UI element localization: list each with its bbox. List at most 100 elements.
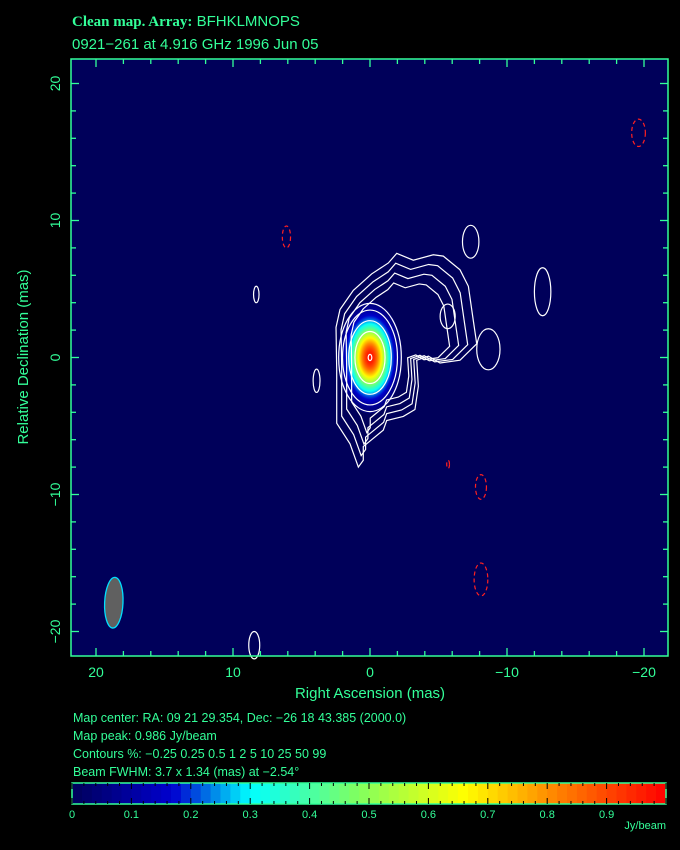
colorbar-segment [418, 783, 429, 804]
x-tick-label: 10 [225, 664, 241, 680]
colorbar-segment [576, 783, 588, 804]
positive-contour [476, 328, 501, 371]
colorbar-segment [141, 783, 152, 804]
core-contour [354, 330, 386, 385]
colorbar: 0 0.1 0.2 0.3 0.4 0.5 0.6 0.7 0.8 0.9 Jy/beam [69, 782, 667, 832]
colorbar-segment [349, 783, 360, 804]
colorbar-segment [586, 783, 598, 804]
colorbar-tick-label: 0 [69, 809, 75, 821]
y-tick-label: −20 [47, 619, 63, 643]
x-tick-label: −20 [632, 664, 656, 680]
x-tick-label: 0 [366, 664, 374, 680]
core-contour [348, 320, 392, 395]
colorbar-segment [240, 783, 251, 804]
colorbar-segment [270, 783, 281, 804]
colorbar-segment [438, 783, 449, 804]
y-tick-label: −10 [47, 482, 63, 506]
beam-ellipse [103, 576, 124, 629]
colorbar-segment [636, 783, 647, 804]
colorbar-segment [428, 783, 439, 804]
extended-contour [335, 252, 478, 469]
axis-ticks: 20 10 0 −10 −20 20 10 0 −10 −20 [47, 59, 668, 680]
colorbar-segment [81, 783, 93, 804]
colorbar-segment [477, 783, 489, 804]
colorbar-segment [596, 783, 608, 804]
colorbar-segment [319, 783, 330, 804]
colorbar-tick-label: 0.5 [361, 809, 376, 821]
colorbar-tick-label: 0.8 [540, 809, 555, 821]
negative-contour [473, 562, 489, 597]
contour-layer [248, 118, 646, 660]
colorbar-segment [151, 783, 162, 804]
colorbar-segment [91, 783, 103, 804]
colorbar-segment [131, 783, 142, 804]
colorbar-segment [190, 783, 202, 804]
colorbar-segment [111, 783, 123, 804]
x-tick-label: −10 [495, 664, 519, 680]
core-contour [338, 302, 402, 413]
extended-contour [345, 272, 460, 446]
colorbar-segment [468, 783, 479, 804]
colorbar-tick-label: 0.6 [421, 809, 436, 821]
positive-contour [248, 630, 261, 660]
colorbar-tick-label: 0.7 [480, 809, 495, 821]
colorbar-segment [339, 783, 350, 804]
colorbar-segment [200, 783, 212, 804]
colorbar-unit: Jy/beam [624, 820, 666, 832]
colorbar-segment [369, 783, 380, 804]
colorbar-segment [210, 783, 222, 804]
colorbar-segment [220, 783, 231, 804]
beam-layer [103, 576, 124, 629]
info-contours: Contours %: −0.25 0.25 0.5 1 2 5 10 25 5… [73, 747, 326, 761]
extended-contour [350, 282, 451, 434]
colorbar-segment [517, 783, 528, 804]
colorbar-segment [547, 783, 558, 804]
colorbar-tick-label: 0.9 [599, 809, 614, 821]
y-tick-label: 0 [47, 353, 63, 361]
colorbar-segment [527, 783, 538, 804]
colorbar-segment [448, 783, 459, 804]
colorbar-segment [626, 783, 637, 804]
colorbar-segment [299, 783, 311, 804]
colorbar-segment [279, 783, 291, 804]
positive-contour [533, 267, 552, 317]
colorbar-segment [388, 783, 400, 804]
colorbar-segment [497, 783, 509, 804]
colorbar-segment [378, 783, 390, 804]
colorbar-segment [606, 783, 618, 804]
colorbar-tick-label: 0.2 [183, 809, 198, 821]
colorbar-tick-label: 0.4 [302, 809, 317, 821]
y-tick-label: 10 [47, 213, 63, 229]
colorbar-segment [656, 783, 667, 804]
colorbar-segment [458, 783, 469, 804]
colorbar-segment [230, 783, 241, 804]
colorbar-segment [567, 783, 578, 804]
positive-contour [439, 303, 456, 330]
positive-contour [461, 224, 480, 259]
colorbar-segment [537, 783, 548, 804]
positive-contour [312, 368, 321, 394]
extended-contour [340, 262, 469, 457]
colorbar-tick-label: 0.1 [124, 809, 139, 821]
title-array: BFHKLMNOPS [197, 13, 300, 30]
negative-contour [446, 459, 451, 470]
y-tick-label: 20 [47, 76, 63, 92]
info-beam: Beam FWHM: 3.7 x 1.34 (mas) at −2.54° [73, 765, 299, 779]
colorbar-segment [616, 783, 627, 804]
core-contour [341, 309, 399, 406]
y-axis-label: Relative Declination (mas) [15, 269, 32, 444]
colorbar-segment [487, 783, 499, 804]
colorbar-tick-label: 0.3 [243, 809, 258, 821]
colorbar-segment [408, 783, 420, 804]
negative-contour [474, 474, 488, 500]
svg-text:Clean map. Array: BFHKLMNOPS: Clean map. Array: BFHKLMNOPS [72, 13, 300, 30]
colorbar-segment [557, 783, 568, 804]
colorbar-segment [72, 783, 83, 804]
colorbar-segment [646, 783, 657, 804]
colorbar-segment [101, 783, 113, 804]
subtitle: 0921−261 at 4.916 GHz 1996 Jun 05 [72, 36, 318, 53]
colorbar-segment [171, 783, 182, 804]
title-prefix: Clean map. Array: [72, 14, 192, 30]
colorbar-segment [121, 783, 132, 804]
